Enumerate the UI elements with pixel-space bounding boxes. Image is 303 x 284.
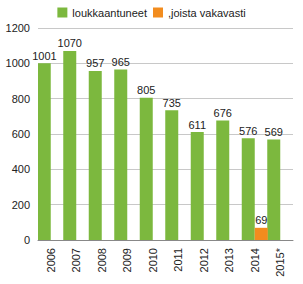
svg-text:400: 400 [12,163,30,175]
svg-text:2014: 2014 [249,248,261,272]
svg-text:2007: 2007 [70,248,82,272]
svg-text:,joista vakavasti: ,joista vakavasti [168,7,246,19]
svg-text:676: 676 [214,107,232,119]
svg-text:965: 965 [112,56,130,68]
svg-text:1000: 1000 [6,57,30,69]
svg-text:805: 805 [137,84,155,96]
svg-text:69: 69 [255,214,267,226]
svg-text:2010: 2010 [147,248,159,272]
svg-text:2012: 2012 [198,248,210,272]
svg-text:2011: 2011 [172,248,184,272]
svg-text:957: 957 [86,57,104,69]
svg-text:1200: 1200 [6,22,30,34]
svg-text:loukkaantuneet: loukkaantuneet [72,7,147,19]
svg-text:2009: 2009 [121,248,133,272]
svg-text:200: 200 [12,199,30,211]
svg-text:2006: 2006 [45,248,57,272]
svg-text:2015*: 2015* [274,247,286,276]
svg-text:800: 800 [12,93,30,105]
svg-text:600: 600 [12,128,30,140]
svg-text:569: 569 [265,126,283,138]
svg-text:2013: 2013 [223,248,235,272]
svg-text:0: 0 [24,234,30,246]
svg-text:576: 576 [239,125,257,137]
svg-text:1070: 1070 [58,37,82,49]
svg-text:2008: 2008 [96,248,108,272]
svg-text:735: 735 [163,97,181,109]
svg-text:611: 611 [188,119,206,131]
svg-text:1001: 1001 [32,50,56,62]
